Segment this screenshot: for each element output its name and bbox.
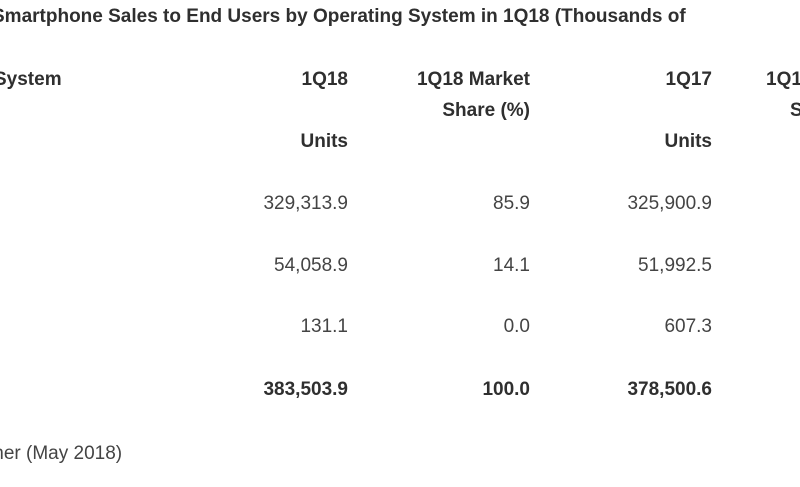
total-1q18-share: 100.0 [482,379,530,400]
row-1-1q18-units: 329,313.9 [263,193,348,214]
total-1q18-units: 383,503.9 [263,379,348,400]
header-1q17-units-line2: Units [664,131,713,152]
header-1q18-share-line2: Share (%) [442,100,530,121]
table-title: Smartphone Sales to End Users by Operati… [0,6,686,27]
row-3-1q17-units: 607.3 [664,316,712,337]
row-3-1q18-units: 131.1 [300,316,348,337]
source-note: tner (May 2018) [0,443,123,464]
header-1q17-share-line1: 1Q1 [766,69,800,90]
row-2-1q17-units: 51,992.5 [638,255,712,276]
row-2-1q18-units: 54,058.9 [274,255,348,276]
header-operating-system: System [0,69,62,90]
header-1q18-units-line1: 1Q18 [301,69,348,90]
header-1q17-share-line2: S [790,100,800,121]
header-1q18-units-line2: Units [300,131,349,152]
row-3-1q18-share: 0.0 [503,316,530,337]
header-1q18-share-line1: 1Q18 Market [416,69,530,90]
row-1-1q17-units: 325,900.9 [627,193,712,214]
total-1q17-units: 378,500.6 [627,379,712,400]
row-2-1q18-share: 14.1 [493,255,530,276]
row-1-1q18-share: 85.9 [493,193,530,214]
header-1q17-units-line1: 1Q17 [665,69,712,90]
